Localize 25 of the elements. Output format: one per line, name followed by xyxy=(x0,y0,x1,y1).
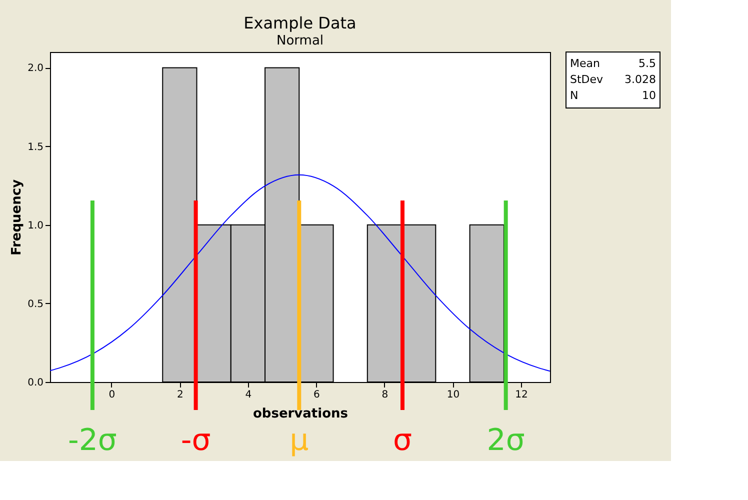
text: StDev 3.028 xyxy=(570,73,656,86)
x-tick-label: 0 xyxy=(108,390,116,400)
ref-line-label: μ xyxy=(290,423,309,458)
text: Mean 5.5 xyxy=(570,57,656,70)
ref-line-label: -2σ xyxy=(68,423,117,458)
x-tick-label: 10 xyxy=(446,390,460,400)
x-tick-label: 6 xyxy=(314,390,320,400)
x-tick-label: 12 xyxy=(515,390,528,400)
y-tick-label: 0.0 xyxy=(28,378,44,388)
x-tick-label: 8 xyxy=(382,390,388,400)
line-series xyxy=(50,174,550,372)
y-axis-title: Frequency xyxy=(10,178,25,256)
ref-line-label: σ xyxy=(392,423,412,458)
x-axis-title: observations xyxy=(252,406,348,422)
chart-subtitle: Normal xyxy=(276,34,324,48)
ref-line-label: 2σ xyxy=(486,423,525,458)
y-tick-label: 1.5 xyxy=(28,142,44,153)
text: N 10 xyxy=(570,89,656,102)
y-tick-label: 0.5 xyxy=(28,298,44,310)
chart-title: Example Data xyxy=(244,14,356,32)
y-tick-label: 2.0 xyxy=(28,63,44,74)
y-tick-label: 1.0 xyxy=(28,220,44,232)
ref-line-label: -σ xyxy=(180,423,211,458)
x-tick-label: 2 xyxy=(177,390,184,400)
x-tick-label: 4 xyxy=(245,390,252,400)
